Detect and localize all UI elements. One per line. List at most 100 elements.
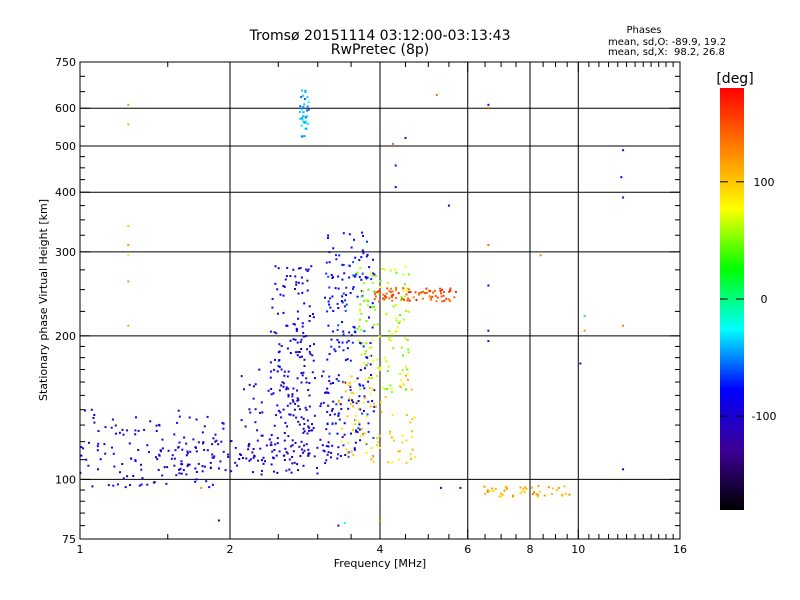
y-tick-label: 75 <box>62 533 76 546</box>
data-point <box>368 387 371 390</box>
data-point <box>381 267 384 270</box>
data-point <box>354 423 356 426</box>
data-point <box>360 278 363 281</box>
data-point <box>401 441 404 444</box>
data-point <box>260 473 263 476</box>
data-point <box>366 276 369 279</box>
data-point <box>252 385 255 388</box>
data-point <box>392 305 395 308</box>
data-point <box>245 457 248 460</box>
data-point <box>401 297 404 300</box>
data-point <box>285 324 288 327</box>
data-point <box>365 415 368 418</box>
data-point <box>405 289 408 292</box>
data-point <box>85 458 88 461</box>
data-point <box>327 392 330 395</box>
data-point <box>345 286 348 289</box>
data-point <box>367 422 370 425</box>
data-point <box>361 231 364 234</box>
data-point <box>421 297 424 300</box>
data-point <box>332 247 335 250</box>
colorbar-tick-label: 0 <box>761 293 768 306</box>
data-point <box>354 441 357 444</box>
data-point <box>363 330 366 333</box>
data-point <box>351 399 353 402</box>
data-point <box>218 467 220 470</box>
data-point <box>391 290 394 293</box>
data-point <box>290 471 293 474</box>
data-point <box>531 493 534 495</box>
data-point <box>358 309 361 312</box>
data-point <box>401 369 404 372</box>
data-point <box>384 395 387 398</box>
data-point <box>376 437 379 440</box>
data-point <box>299 341 302 343</box>
data-point <box>291 462 294 465</box>
data-point <box>340 300 343 302</box>
data-point <box>327 324 330 327</box>
data-point <box>413 456 416 459</box>
data-point <box>127 224 130 227</box>
data-point <box>306 115 309 118</box>
data-point <box>286 324 289 327</box>
data-point <box>300 416 303 419</box>
data-point <box>137 429 140 432</box>
data-point <box>355 273 358 275</box>
data-point <box>360 329 363 332</box>
data-point <box>227 456 230 458</box>
data-point <box>327 300 330 303</box>
data-point <box>301 89 304 92</box>
data-point <box>355 402 358 405</box>
data-point <box>205 480 208 483</box>
data-point <box>394 164 397 167</box>
data-point <box>367 400 370 403</box>
y-tick-label: 200 <box>55 330 76 343</box>
data-point <box>394 186 397 189</box>
data-point <box>278 365 281 368</box>
data-point <box>363 387 366 390</box>
data-point <box>343 305 346 308</box>
data-point <box>181 448 184 451</box>
data-point <box>358 383 361 386</box>
data-point <box>386 282 389 285</box>
data-point <box>347 407 350 410</box>
data-point <box>392 293 395 296</box>
data-point <box>551 487 554 490</box>
data-point <box>430 298 433 301</box>
data-point <box>385 360 388 363</box>
data-point <box>347 399 350 402</box>
data-point <box>350 450 353 453</box>
data-point <box>400 346 403 349</box>
data-point <box>335 254 337 257</box>
data-point <box>338 345 341 348</box>
data-point <box>214 440 217 443</box>
data-point <box>277 359 280 362</box>
data-point <box>501 493 504 496</box>
data-point <box>350 432 352 435</box>
data-point <box>286 347 289 350</box>
data-point <box>97 430 100 432</box>
chart-subtitle: RwPretec (8p) <box>331 42 429 58</box>
data-point <box>124 486 127 489</box>
data-point <box>316 466 318 469</box>
data-point <box>399 386 402 389</box>
data-point <box>374 295 377 298</box>
data-point <box>305 443 308 446</box>
data-point <box>93 421 96 424</box>
data-point <box>371 338 374 341</box>
data-point <box>302 464 305 467</box>
data-point <box>285 386 288 389</box>
data-point <box>300 381 303 384</box>
data-point <box>360 256 363 259</box>
data-point <box>157 468 160 471</box>
data-point <box>127 324 130 327</box>
data-point <box>221 421 224 424</box>
data-point <box>268 438 271 441</box>
data-point <box>289 402 292 405</box>
data-point <box>367 288 370 291</box>
data-point <box>283 285 286 288</box>
data-point <box>322 370 325 373</box>
data-point <box>297 317 300 320</box>
data-point <box>325 272 328 275</box>
data-point <box>436 296 439 299</box>
